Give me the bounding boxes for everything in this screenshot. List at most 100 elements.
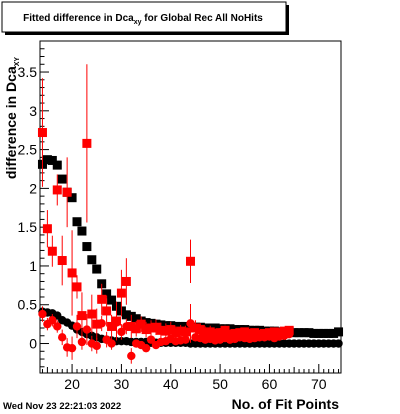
data-point-square (57, 174, 67, 184)
x-tick-label: 70 (311, 376, 327, 392)
timestamp: Wed Nov 23 22:21:03 2022 (3, 401, 121, 412)
data-point-square (121, 310, 131, 320)
data-point-circle (186, 319, 195, 328)
y-tick-label: 0 (29, 336, 37, 352)
data-point-square (245, 328, 255, 338)
x-tick-label: 40 (163, 376, 179, 392)
x-tick-label: 50 (212, 376, 228, 392)
data-point-square (200, 328, 210, 338)
data-point-circle (112, 318, 121, 327)
data-point-square (166, 325, 176, 335)
data-point-square (176, 326, 186, 336)
y-tick-label: 3.5 (18, 64, 38, 80)
y-tick-label: 2 (29, 180, 37, 196)
data-point-square (67, 268, 77, 278)
data-point-square (52, 160, 62, 170)
y-tick-label: 0.5 (18, 297, 38, 313)
x-axis-label: No. of Fit Points (232, 396, 340, 412)
data-point-circle (38, 309, 47, 319)
data-point-square (186, 256, 195, 266)
y-tick-label: 1 (29, 258, 37, 274)
data-point-square (102, 306, 112, 316)
data-point-square (190, 323, 200, 333)
data-point-circle (284, 330, 294, 339)
data-point-square (92, 319, 102, 329)
data-point-square (250, 328, 260, 338)
y-axis-label: difference in DcaXY (3, 57, 21, 179)
data-point-square (299, 328, 309, 338)
data-point-circle (67, 343, 77, 353)
data-point-circle (181, 335, 190, 344)
data-point-square (121, 276, 131, 286)
series-2 (37, 64, 294, 341)
data-point-square (42, 224, 52, 234)
data-point-square (156, 325, 166, 335)
data-point-square (97, 294, 107, 304)
data-point-square (116, 288, 126, 298)
x-axis: 20 30 40 50 60 70 (41, 364, 340, 392)
data-point-square (52, 185, 62, 195)
data-point-square (77, 311, 87, 321)
data-point-circle (48, 316, 57, 325)
data-point-square (126, 321, 136, 331)
data-point-circle (53, 322, 62, 331)
data-point-square (67, 193, 77, 203)
data-point-square (289, 328, 299, 338)
x-tick-label: 30 (114, 376, 130, 392)
data-point-square (304, 328, 314, 338)
data-point-square (57, 256, 67, 266)
data-point-square (136, 319, 146, 329)
data-point-circle (141, 343, 151, 353)
data-point-square (181, 327, 191, 337)
data-point-square (279, 326, 289, 336)
data-point-square (72, 282, 82, 292)
data-point-circle (117, 327, 126, 337)
data-point-square (47, 155, 57, 165)
data-point-square (161, 326, 171, 336)
data-point-square (107, 321, 117, 331)
y-tick-label: 3 (29, 103, 37, 119)
data-point-circle (334, 339, 343, 348)
data-point-circle (77, 337, 87, 347)
data-point-square (151, 322, 161, 332)
data-point-square (225, 324, 235, 334)
data-point-circle (82, 325, 92, 334)
data-point-square (329, 328, 339, 338)
y-tick-label: 2.5 (18, 142, 38, 158)
data-point-square (210, 323, 220, 333)
x-tick-label: 20 (64, 376, 80, 392)
data-point-square (131, 314, 141, 324)
data-point-square (319, 328, 329, 338)
data-point-square (324, 328, 334, 338)
chart-title: Fitted difference in Dcaxy for Global Re… (23, 13, 263, 26)
data-point-circle (72, 322, 82, 331)
data-point-square (269, 327, 279, 337)
data-point-square (77, 226, 87, 236)
data-point-circle (107, 339, 116, 348)
data-point-square (230, 328, 240, 338)
series-3 (38, 303, 294, 364)
data-point-square (131, 324, 141, 334)
data-point-square (92, 264, 102, 274)
data-marks (37, 64, 344, 364)
data-point-square (334, 327, 344, 337)
y-tick-label: 1.5 (18, 219, 38, 235)
data-point-square (195, 325, 205, 335)
data-point-square (235, 328, 245, 338)
data-point-square (107, 295, 117, 305)
data-point-square (225, 329, 235, 339)
data-point-square (171, 328, 181, 338)
data-point-square (205, 327, 215, 337)
data-point-circle (127, 351, 136, 361)
data-point-square (309, 328, 319, 338)
data-point-square (87, 255, 97, 265)
data-point-circle (97, 319, 106, 328)
data-point-square (141, 325, 151, 335)
data-point-square (220, 325, 230, 335)
data-point-square (42, 155, 52, 165)
data-point-square (314, 328, 324, 338)
data-point-circle (58, 333, 67, 342)
data-point-square (215, 328, 225, 338)
y-axis: 0 0.5 1 1.5 2 2.5 3 3.5 (18, 40, 49, 368)
